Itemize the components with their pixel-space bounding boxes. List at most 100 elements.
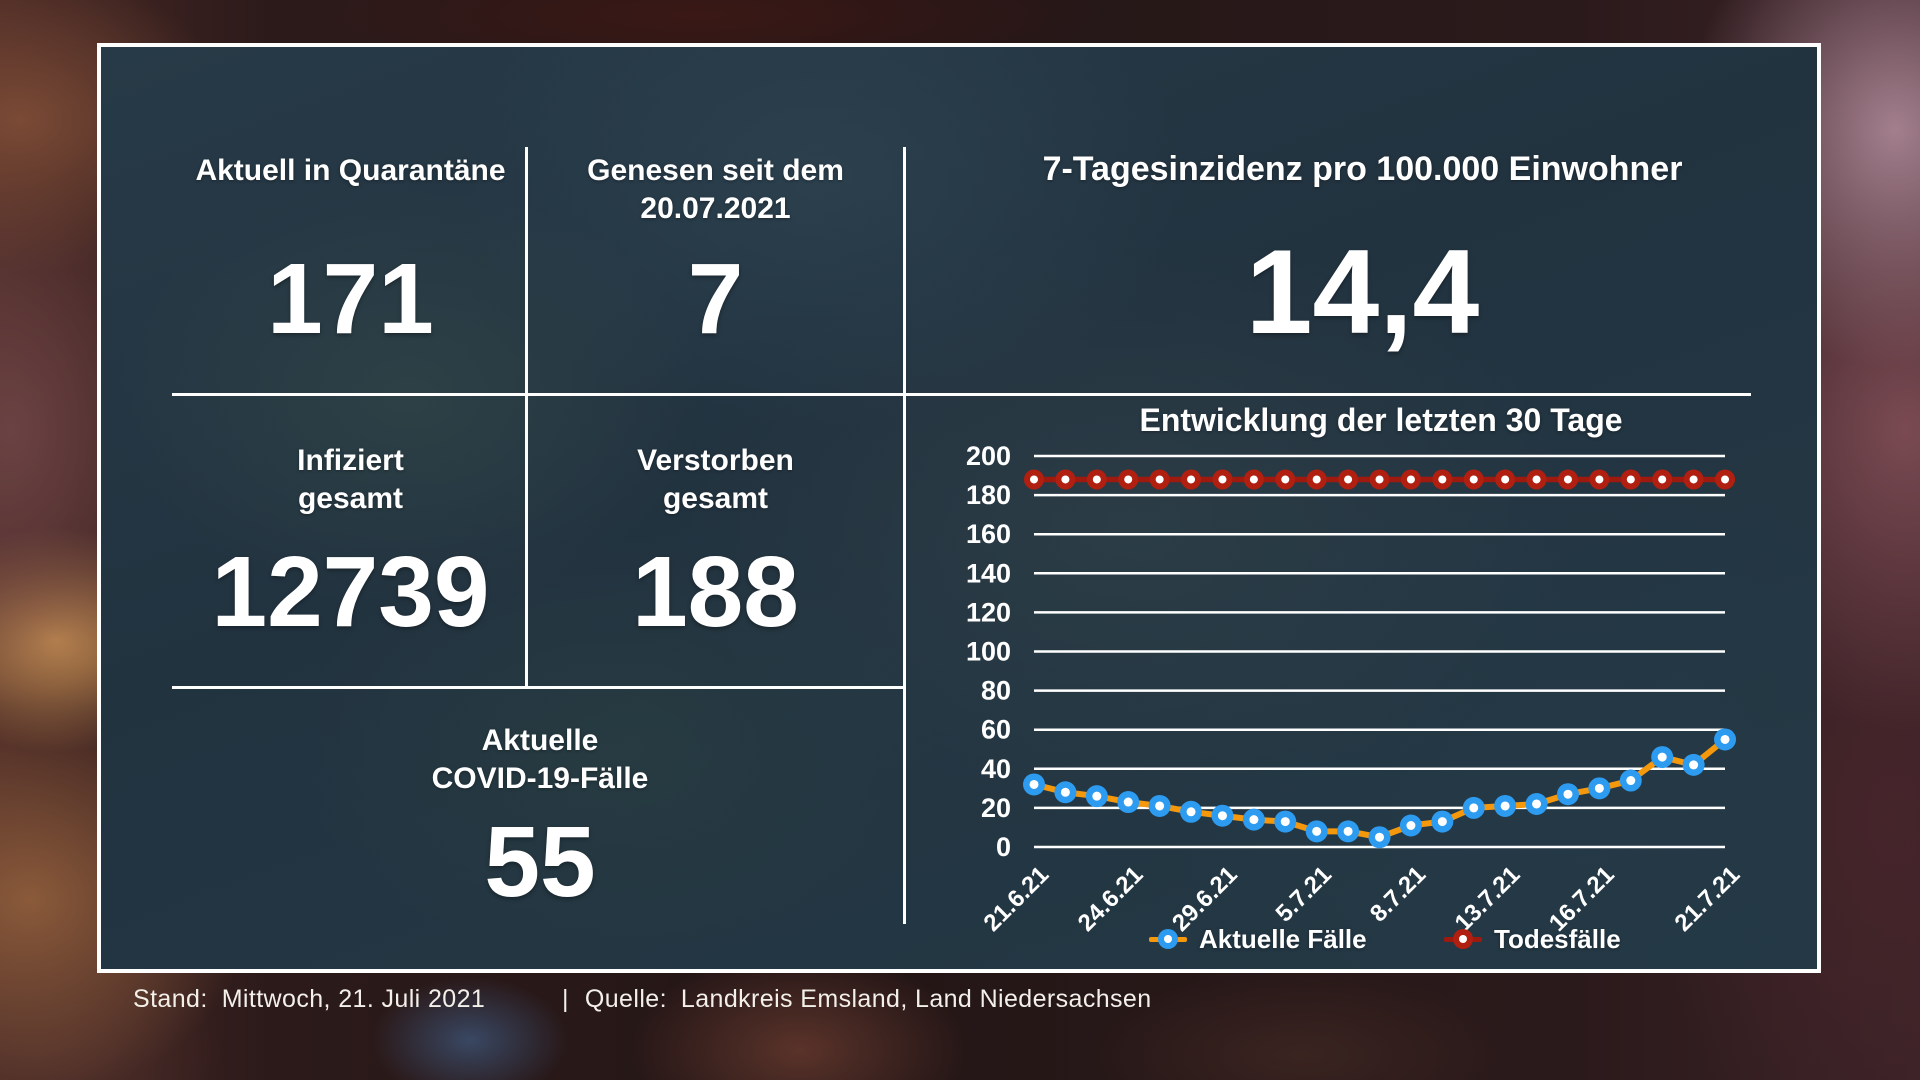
data-point-core [1689, 475, 1698, 484]
data-point-core [1595, 475, 1604, 484]
data-point-core [1280, 817, 1290, 827]
data-point-core [1312, 475, 1321, 484]
data-point-core [1563, 789, 1573, 799]
recovered-value: 7 [687, 243, 744, 355]
stand-value: Mittwoch, 21. Juli 2021 [221, 985, 486, 1013]
data-point-core [1658, 475, 1667, 484]
data-point-core [1061, 475, 1070, 484]
data-point-core [1689, 760, 1699, 770]
data-point-core [1469, 803, 1479, 813]
footer-quelle: | Quelle: Landkreis Emsland, Land Niedersa… [562, 985, 1152, 1014]
deceased-label-line2: gesamt [662, 482, 769, 515]
quelle-value: Landkreis Emsland, Land Niedersachsen [680, 985, 1152, 1013]
series-line-0 [1031, 736, 1729, 841]
data-point-core [1375, 832, 1385, 842]
divider-vertical-chart [903, 147, 906, 924]
legend-dot-core [1459, 935, 1467, 943]
stand-label: Stand: [133, 985, 208, 1013]
data-point-core [1312, 826, 1322, 836]
legend-item-todesfaelle: Todesfälle [1444, 924, 1621, 954]
data-point-core [1438, 475, 1447, 484]
data-point-core [1343, 826, 1353, 836]
data-point-core [1532, 799, 1542, 809]
data-point-core [1375, 475, 1384, 484]
y-tick-label: 100 [966, 637, 1011, 667]
recovered-label-line2: 20.07.2021 [640, 192, 791, 225]
y-tick-label: 180 [966, 480, 1011, 510]
y-tick-label: 0 [996, 832, 1011, 862]
infected-value: 12739 [211, 536, 490, 648]
legend-item-aktuelle-faelle: Aktuelle Fälle [1149, 924, 1367, 954]
data-point-core [1155, 801, 1165, 811]
y-tick-label: 40 [981, 754, 1011, 784]
y-tick-label: 160 [966, 519, 1011, 549]
data-point-core [1092, 791, 1102, 801]
dashboard-panel: Aktuell in Quarantäne 171 Genesen seit d… [97, 43, 1821, 973]
active-cases-label: Aktuelle COVID-19-Fälle [174, 722, 906, 798]
data-point-core [1563, 475, 1572, 484]
y-tick-label: 200 [966, 441, 1011, 471]
recovered-label-line1: Genesen seit dem [587, 154, 844, 187]
data-point-core [1249, 815, 1259, 825]
data-point-core [1092, 475, 1101, 484]
y-tick-label: 60 [981, 715, 1011, 745]
deceased-value: 188 [632, 536, 799, 648]
data-point-core [1532, 475, 1541, 484]
data-point-core [1437, 817, 1447, 827]
data-point-core [1029, 779, 1039, 789]
active-cases-value: 55 [484, 806, 596, 918]
deceased-label: Verstorben gesamt [527, 442, 904, 518]
data-point-core [1217, 811, 1227, 821]
data-point-core [1626, 776, 1636, 786]
data-point-core [1218, 475, 1227, 484]
chart-legend: Aktuelle Fälle Todesfälle [101, 924, 1825, 964]
active-cases-label-line1: Aktuelle [481, 724, 599, 757]
divider-vertical-left [525, 147, 528, 688]
quarantine-value: 171 [267, 243, 434, 355]
data-point-core [1626, 475, 1635, 484]
data-point-core [1501, 475, 1510, 484]
y-tick-label: 80 [981, 676, 1011, 706]
y-tick-label: 120 [966, 597, 1011, 627]
data-point-core [1060, 787, 1070, 797]
divider-horizontal-top [172, 393, 1751, 396]
todesfaelle-marker-icon [1444, 928, 1482, 950]
quelle-label: Quelle: [584, 985, 667, 1013]
data-point-core [1720, 734, 1730, 744]
recovered-label: Genesen seit dem 20.07.2021 [527, 152, 904, 228]
data-point-core [1186, 807, 1196, 817]
x-tick-label: 8.7.21 [1365, 861, 1431, 927]
chart-title: Entwicklung der letzten 30 Tage [1139, 402, 1623, 438]
data-point-core [1030, 475, 1038, 484]
legend-dot-core [1164, 935, 1172, 943]
infected-label: Infiziert gesamt [174, 442, 527, 518]
data-point-core [1406, 820, 1416, 830]
legend-dot-swatch [1158, 929, 1178, 949]
quarantine-label: Aktuell in Quarantäne [195, 154, 506, 187]
footer: Stand: Mittwoch, 21. Juli 2021 | Quelle: La… [0, 985, 1920, 1025]
aktuelle-faelle-marker-icon [1149, 928, 1187, 950]
data-point-core [1123, 797, 1133, 807]
data-point-core [1155, 475, 1164, 484]
data-point-core [1406, 475, 1415, 484]
legend-dot-swatch [1453, 929, 1473, 949]
data-point-core [1187, 475, 1196, 484]
separator: | [562, 985, 569, 1013]
data-point-core [1500, 801, 1510, 811]
data-point-core [1657, 752, 1667, 762]
data-point-core [1124, 475, 1133, 484]
incidence-label: 7-Tagesinzidenz pro 100.000 Einwohner [1042, 150, 1683, 188]
data-point-core [1594, 783, 1604, 793]
divider-horizontal-bottom [172, 686, 906, 689]
data-point-core [1344, 475, 1353, 484]
data-point-core [1469, 475, 1478, 484]
active-cases-label-line2: COVID-19-Fälle [431, 762, 649, 795]
y-tick-label: 20 [981, 793, 1011, 823]
legend-label: Aktuelle Fälle [1199, 923, 1367, 954]
data-point-core [1281, 475, 1290, 484]
footer-stand: Stand: Mittwoch, 21. Juli 2021 [133, 985, 485, 1014]
infected-label-line1: Infiziert [297, 444, 404, 477]
legend-label: Todesfälle [1494, 923, 1621, 954]
